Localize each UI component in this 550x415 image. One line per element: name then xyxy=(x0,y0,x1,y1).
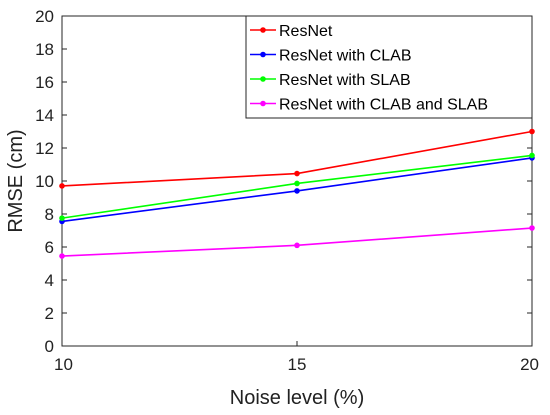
data-point xyxy=(529,225,535,231)
legend-swatch-marker xyxy=(260,51,266,58)
y-tick-label: 0 xyxy=(45,337,54,356)
data-point xyxy=(294,188,300,194)
series-2 xyxy=(59,152,535,221)
y-tick-label: 4 xyxy=(45,271,54,290)
y-axis-label: RMSE (cm) xyxy=(5,129,27,232)
y-tick-label: 2 xyxy=(45,304,54,323)
legend-entry: ResNet with CLAB and SLAB xyxy=(250,97,488,114)
x-tick-label: 10 xyxy=(54,355,73,374)
y-tick-label: 6 xyxy=(45,238,54,257)
data-point xyxy=(529,152,535,159)
data-point xyxy=(59,183,65,189)
data-point xyxy=(59,215,65,221)
x-tick-label: 20 xyxy=(520,355,539,374)
legend-box xyxy=(245,15,533,119)
y-tick-label: 12 xyxy=(35,139,54,158)
data-point xyxy=(59,253,65,259)
data-point xyxy=(294,242,300,249)
legend-swatch-marker xyxy=(260,100,266,107)
x-axis-label: Noise level (%) xyxy=(230,387,364,409)
data-point xyxy=(294,180,300,187)
legend-entry: ResNet xyxy=(250,23,333,40)
x-tick-label: 15 xyxy=(288,355,307,374)
y-tick-label: 14 xyxy=(35,106,54,125)
y-tick-label: 16 xyxy=(35,73,54,92)
axes: 0 2 4 6 8 10 12 14 16 18 20 10 15 20 xyxy=(35,7,539,374)
y-tick-label: 20 xyxy=(35,7,54,26)
legend-label: ResNet with CLAB and SLAB xyxy=(279,97,488,114)
legend-entry: ResNet with CLAB xyxy=(250,48,412,65)
legend-entry: ResNet with SLAB xyxy=(250,72,411,89)
legend: ResNet ResNet with CLAB ResNet with SLAB Re… xyxy=(245,15,533,119)
legend-label: ResNet xyxy=(279,23,333,40)
y-tick-label: 8 xyxy=(45,205,54,224)
y-tick-label: 10 xyxy=(35,172,54,191)
legend-label: ResNet with CLAB xyxy=(279,48,412,65)
legend-swatch-marker xyxy=(260,76,266,82)
series-3 xyxy=(59,225,535,259)
legend-swatch-marker xyxy=(260,27,266,33)
y-tick-label: 18 xyxy=(35,40,54,59)
series-group xyxy=(59,128,535,259)
data-point xyxy=(294,170,300,177)
series-0 xyxy=(59,128,535,189)
legend-label: ResNet with SLAB xyxy=(279,72,411,89)
data-point xyxy=(529,128,535,135)
